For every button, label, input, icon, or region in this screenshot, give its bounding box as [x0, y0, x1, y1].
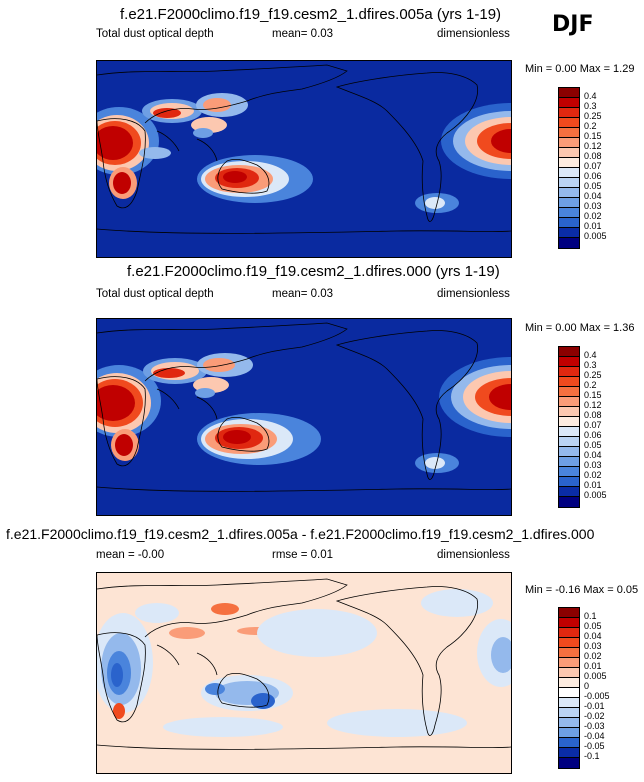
panel-1-mean: mean= 0.03 [272, 28, 334, 40]
panel-3-map [96, 572, 512, 774]
colorbar-tick: -0.01 [584, 701, 605, 711]
colorbar-tick: 0.25 [584, 370, 602, 380]
colorbar-tick: 0.005 [584, 490, 607, 500]
panel-3-mean: mean = -0.00 [96, 549, 165, 561]
colorbar-tick: 0.15 [584, 390, 602, 400]
colorbar-tick: 0.05 [584, 621, 602, 631]
panel-1-dust-field [97, 93, 511, 213]
panel-3-units: dimensionless [437, 549, 510, 561]
colorbar-tick: -0.03 [584, 721, 605, 731]
colorbar-tick: 0.06 [584, 430, 602, 440]
colorbar-tick: 0.07 [584, 420, 602, 430]
season-label: DJF [552, 12, 594, 37]
colorbar-tick: 0.25 [584, 111, 602, 121]
colorbar-tick: 0.4 [584, 350, 597, 360]
panel-3-rmse: rmse = 0.01 [272, 549, 334, 561]
panel-2-units: dimensionless [437, 288, 510, 300]
colorbar-tick: 0.12 [584, 400, 602, 410]
colorbar-tick: 0.06 [584, 171, 602, 181]
panel-3-difference-field [97, 589, 511, 737]
panel-2-mean: mean= 0.03 [272, 288, 334, 300]
colorbar-tick: 0.04 [584, 191, 602, 201]
colorbar-tick: 0.04 [584, 450, 602, 460]
panel-1-title: f.e21.F2000climo.f19_f19.cesm2_1.dfires.… [120, 6, 502, 23]
colorbar-tick: 0 [584, 681, 590, 691]
colorbar-tick: 0.01 [584, 661, 602, 671]
panel-3-colorbar [558, 607, 580, 769]
panel-2-dust-field [97, 353, 511, 473]
colorbar-tick: 0.005 [584, 231, 607, 241]
colorbar-tick: 0.3 [584, 101, 597, 111]
colorbar-tick: 0.07 [584, 161, 602, 171]
panel-3-minmax: Min = -0.16 Max = 0.05 [525, 584, 639, 596]
colorbar-tick: -0.05 [584, 741, 605, 751]
colorbar-tick: 0.08 [584, 410, 602, 420]
panel-2-variable: Total dust optical depth [96, 288, 214, 300]
colorbar-tick: 0.02 [584, 470, 602, 480]
colorbar-tick: -0.1 [584, 751, 600, 761]
colorbar-tick: 0.04 [584, 631, 602, 641]
colorbar-tick: 0.2 [584, 121, 597, 131]
colorbar-tick: 0.12 [584, 141, 602, 151]
colorbar-tick: -0.02 [584, 711, 605, 721]
panel-2-map [96, 318, 512, 516]
colorbar-tick: 0.1 [584, 611, 597, 621]
panel-3-title: f.e21.F2000climo.f19_f19.cesm2_1.dfires.… [6, 526, 595, 542]
colorbar-tick: 0.08 [584, 151, 602, 161]
panel-2-title: f.e21.F2000climo.f19_f19.cesm2_1.dfires.… [127, 263, 500, 280]
panel-1-minmax: Min = 0.00 Max = 1.29 [525, 63, 635, 75]
colorbar-tick: -0.04 [584, 731, 605, 741]
colorbar-tick: 0.03 [584, 641, 602, 651]
panel-3-coastlines [97, 578, 511, 750]
colorbar-tick: 0.02 [584, 211, 602, 221]
panel-1-variable: Total dust optical depth [96, 28, 214, 40]
colorbar-tick: 0.15 [584, 131, 602, 141]
panel-1-map [96, 60, 512, 258]
panel-2-coastlines [97, 322, 511, 492]
colorbar-tick: 0.01 [584, 480, 602, 490]
panel-1-colorbar [558, 87, 580, 249]
panel-1-coastlines [97, 64, 511, 234]
colorbar-tick: 0.005 [584, 671, 607, 681]
colorbar-tick: 0.4 [584, 91, 597, 101]
panel-1-units: dimensionless [437, 28, 510, 40]
colorbar-tick: 0.05 [584, 440, 602, 450]
colorbar-tick: 0.2 [584, 380, 597, 390]
colorbar-tick: 0.05 [584, 181, 602, 191]
panel-2-colorbar [558, 346, 580, 508]
colorbar-tick: 0.03 [584, 460, 602, 470]
colorbar-tick: 0.03 [584, 201, 602, 211]
colorbar-tick: 0.01 [584, 221, 602, 231]
colorbar-tick: 0.3 [584, 360, 597, 370]
colorbar-tick: 0.02 [584, 651, 602, 661]
colorbar-tick: -0.005 [584, 691, 610, 701]
panel-2-minmax: Min = 0.00 Max = 1.36 [525, 322, 635, 334]
